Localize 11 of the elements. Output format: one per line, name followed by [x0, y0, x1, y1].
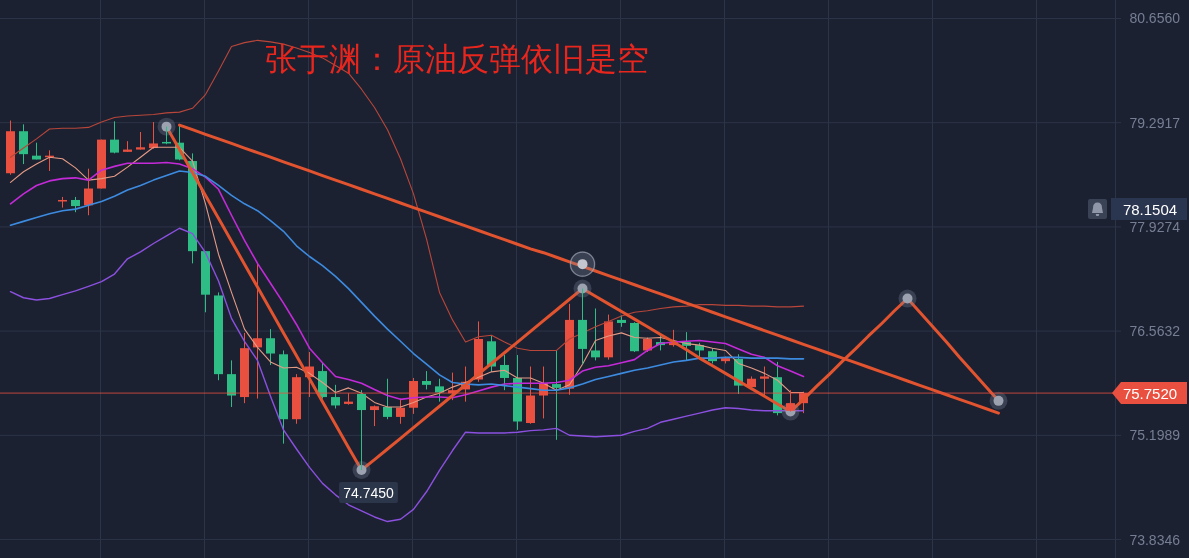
- y-tick-label: 75.1989: [1129, 427, 1180, 444]
- y-tick-label: 80.6560: [1129, 10, 1180, 27]
- y-tick-label: 79.2917: [1129, 114, 1180, 131]
- y-tick-label: 76.5632: [1129, 323, 1180, 340]
- alert-tag: 78.1504: [1111, 198, 1187, 220]
- y-tick-label: 77.9274: [1129, 218, 1180, 235]
- point-label: 74.7450: [339, 482, 398, 503]
- y-tick-label: 73.8346: [1129, 531, 1180, 548]
- title: 张于渊：原油反弹依旧是空: [265, 41, 649, 77]
- price-tag: 75.7520: [1112, 382, 1187, 405]
- ref-line-label: 75.7520: [1122, 384, 1178, 402]
